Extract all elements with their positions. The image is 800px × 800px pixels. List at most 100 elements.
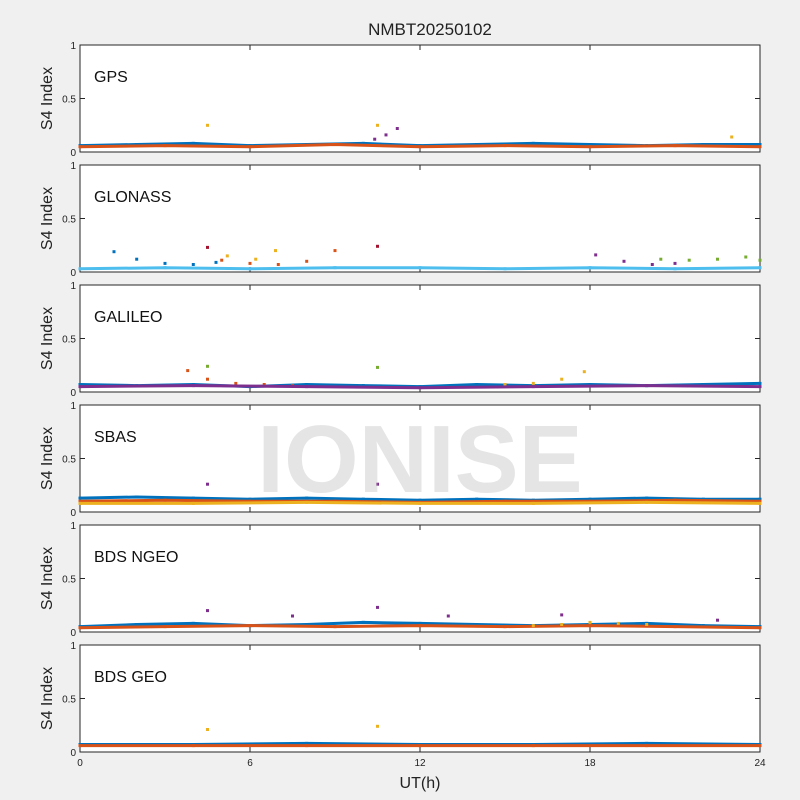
data-point (645, 500, 649, 504)
data-point (305, 385, 309, 389)
data-point (305, 383, 309, 386)
panel-label: SBAS (94, 429, 137, 446)
data-point (276, 263, 280, 266)
data-point (418, 266, 422, 270)
data-point (418, 501, 422, 505)
y-tick-label: 0.5 (62, 95, 76, 106)
data-point (376, 365, 379, 369)
data-point (645, 741, 649, 745)
data-point (361, 497, 365, 501)
data-point (78, 626, 82, 630)
data-point (446, 614, 450, 618)
x-tick-label: 0 (77, 758, 83, 769)
data-point (560, 377, 564, 381)
data-point (186, 369, 190, 373)
data-point (274, 249, 277, 253)
data-point (588, 383, 592, 386)
y-tick-label: 0.5 (62, 215, 76, 226)
figure-title: NMBT20250102 (368, 20, 492, 39)
data-point (291, 614, 294, 618)
data-point (758, 501, 762, 505)
panel-3: 0 0.5 1 S4 Index SBAS (39, 401, 762, 519)
data-point (305, 623, 309, 626)
data-point (78, 383, 82, 386)
panel-2: 0 0.5 1 S4 Index GALILEO (39, 281, 762, 399)
panel-label: BDS NGEO (94, 549, 178, 566)
data-point (225, 254, 229, 258)
data-point (163, 498, 167, 502)
data-point (135, 623, 139, 626)
y-tick-label: 0.5 (62, 695, 76, 706)
data-point (305, 741, 309, 745)
data-point (78, 499, 82, 503)
y-axis-label: S4 Index (39, 667, 56, 730)
data-point (163, 266, 167, 270)
data-point (191, 263, 195, 266)
data-point (616, 621, 620, 625)
data-point (503, 625, 507, 629)
data-point (418, 744, 422, 748)
data-point (234, 381, 238, 385)
data-point (191, 496, 195, 500)
data-point (191, 621, 195, 625)
data-point (206, 245, 209, 249)
data-point (560, 613, 564, 617)
data-point (588, 497, 592, 501)
y-tick-label: 0 (70, 508, 76, 519)
data-point (163, 144, 167, 148)
data-point (673, 267, 677, 271)
y-axis-label: S4 Index (39, 547, 56, 610)
data-point (191, 384, 195, 388)
data-point (418, 498, 422, 502)
panel-label: GPS (94, 69, 128, 86)
data-point (418, 386, 422, 390)
y-axis-label: S4 Index (39, 67, 56, 130)
data-point (588, 266, 592, 270)
y-axis-label: S4 Index (39, 307, 56, 370)
data-point (673, 625, 677, 629)
data-point (503, 499, 507, 503)
data-point (254, 257, 258, 261)
data-point (673, 261, 677, 265)
data-point (418, 621, 422, 625)
data-point (333, 625, 337, 629)
data-point (373, 137, 377, 141)
data-point (531, 381, 535, 385)
data-point (220, 258, 224, 262)
data-point (531, 744, 535, 748)
data-point (588, 624, 592, 628)
data-point (645, 744, 649, 748)
panels: 0 0.5 1 S4 Index GPS 0 0.5 1 S4 Index GLONASS 0 0.5… (39, 41, 766, 769)
data-point (248, 267, 252, 271)
data-point (588, 143, 592, 146)
panel-5: 0 0.5 1 0 6 12 18 24 S4 Index BDS GEO (39, 641, 766, 769)
data-point (594, 253, 598, 257)
x-axis-label: UT(h) (400, 775, 441, 792)
watermark-text: IONISE (257, 406, 582, 513)
data-point (673, 498, 677, 502)
y-tick-label: 1 (70, 281, 76, 292)
data-point (687, 258, 691, 262)
panel-axes-box (79, 524, 761, 633)
data-point (206, 482, 209, 486)
y-tick-label: 0.5 (62, 455, 76, 466)
panel-axes-box (79, 44, 761, 153)
data-point (376, 244, 379, 248)
data-point (248, 497, 252, 501)
x-tick-label: 12 (414, 758, 426, 769)
data-point (305, 744, 309, 748)
data-point (191, 141, 195, 145)
data-point (659, 257, 663, 261)
data-point (758, 497, 762, 501)
data-point (305, 496, 309, 500)
data-point (418, 145, 422, 149)
data-point (376, 724, 379, 728)
data-point (475, 497, 479, 501)
data-point (163, 625, 167, 629)
data-point (716, 257, 719, 261)
data-point (582, 370, 586, 374)
y-tick-label: 0.5 (62, 335, 76, 346)
data-point (503, 383, 507, 386)
data-point (191, 501, 195, 505)
data-point (206, 609, 209, 613)
